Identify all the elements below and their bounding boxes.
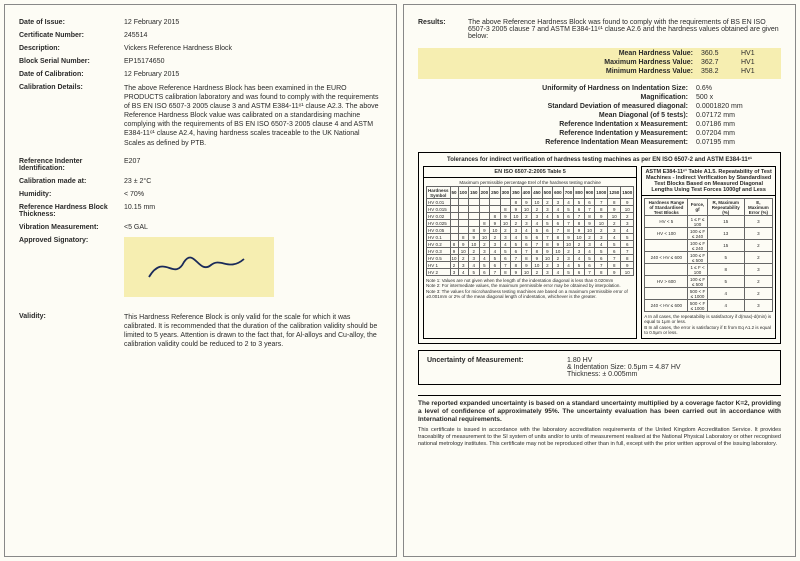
validity-text: This Hardness Reference Block is only va… <box>124 313 382 349</box>
metric-key: Reference Indentation x Measurement: <box>486 121 696 128</box>
field-label: Vibration Measurement: <box>19 224 124 231</box>
field-value: E207 <box>124 158 382 172</box>
field-label: Reference Indenter Identification: <box>19 158 124 172</box>
footer-divider <box>418 395 781 396</box>
hl-val: 360.5 <box>701 50 741 57</box>
metric-val: 0.07204 mm <box>696 130 781 137</box>
field-label: Calibration made at: <box>19 178 124 185</box>
field-value: < 70% <box>124 191 382 198</box>
field-value: 10.15 mm <box>124 204 382 218</box>
metric-val: 0.6% <box>696 85 781 92</box>
metric-key: Mean Diagonal (of 5 tests): <box>486 112 696 119</box>
field-label: Certificate Number: <box>19 32 124 39</box>
highlighted-values-box: Mean Hardness Value:360.5HV1Maximum Hard… <box>418 48 781 79</box>
field-value: EP15174650 <box>124 58 382 65</box>
field-value: <5 GAL <box>124 224 382 231</box>
footer-bold-text: The reported expanded uncertainty is bas… <box>418 400 781 424</box>
uom-line: 1.80 HV <box>567 357 772 364</box>
tolerance-box: Tolerances for indirect verification of … <box>418 152 781 344</box>
hl-unit: HV1 <box>741 50 781 57</box>
iso-table: Hardness Symbol5010015020025030035040045… <box>426 186 634 276</box>
hl-unit: HV1 <box>741 59 781 66</box>
field-label: Reference Hardness Block Thickness: <box>19 204 124 218</box>
hl-val: 358.2 <box>701 68 741 75</box>
metric-key: Standard Deviation of measured diagonal: <box>486 103 696 110</box>
calib-details-text: The above Reference Hardness Block has b… <box>124 84 382 148</box>
field-label: Date of Issue: <box>19 19 124 26</box>
field-value: 12 February 2015 <box>124 19 382 26</box>
certificate-left-page: Date of Issue:12 February 2015Certificat… <box>4 4 397 557</box>
approved-signatory-label: Approved Signatory: <box>19 237 124 307</box>
iso-subheader: Maximum permissible percentage Erel of t… <box>426 180 634 185</box>
calib-details-label: Calibration Details: <box>19 84 124 148</box>
metric-key: Reference Indentation y Measurement: <box>486 130 696 137</box>
hl-unit: HV1 <box>741 68 781 75</box>
metric-val: 500 x <box>696 94 781 101</box>
signature-icon <box>139 247 259 287</box>
astm-note-2: B In all cases, the error is satisfactor… <box>644 325 773 336</box>
metric-val: 0.0001820 mm <box>696 103 781 110</box>
field-label: Description: <box>19 45 124 52</box>
metric-val: 0.07195 mm <box>696 139 781 146</box>
results-text: The above Reference Hardness Block was f… <box>468 19 781 40</box>
validity-label: Validity: <box>19 313 124 349</box>
field-label: Humidity: <box>19 191 124 198</box>
astm-table: Hardness Range of Standardised Test Bloc… <box>644 198 773 312</box>
field-label: Date of Calibration: <box>19 71 124 78</box>
results-label: Results: <box>418 19 468 40</box>
hl-val: 362.7 <box>701 59 741 66</box>
metric-val: 0.07172 mm <box>696 112 781 119</box>
hl-key: Minimum Hardness Value: <box>491 68 701 75</box>
field-label: Block Serial Number: <box>19 58 124 65</box>
footer-small-text: This certificate is issued in accordance… <box>418 427 781 448</box>
astm-header: ASTM E384-11ᵉ¹ Table A1.5. Repeatability… <box>642 167 775 196</box>
certificate-right-page: Results: The above Reference Hardness Bl… <box>403 4 796 557</box>
metric-key: Uniformity of Hardness on Indentation Si… <box>486 85 696 92</box>
uom-line: Thickness: ± 0.005mm <box>567 371 772 378</box>
iso-header: EN ISO 6507-2:2005 Table 5 <box>424 167 636 178</box>
hl-key: Maximum Hardness Value: <box>491 59 701 66</box>
metric-val: 0.07186 mm <box>696 121 781 128</box>
note-2: Note 2: For intermediate values, the max… <box>426 283 634 288</box>
hl-key: Mean Hardness Value: <box>491 50 701 57</box>
field-value: 245514 <box>124 32 382 39</box>
tolerance-title: Tolerances for indirect verification of … <box>423 157 776 163</box>
signature-box <box>124 237 274 297</box>
metric-key: Reference Indentation Mean Measurement: <box>486 139 696 146</box>
astm-note-1: A In all cases, the repeatability is sat… <box>644 314 773 325</box>
field-value: 12 February 2015 <box>124 71 382 78</box>
metric-key: Magnification: <box>486 94 696 101</box>
uom-line: & Indentation Size: 0.5μm = 4.87 HV <box>567 364 772 371</box>
field-value: Vickers Reference Hardness Block <box>124 45 382 52</box>
field-value: 23 ± 2°C <box>124 178 382 185</box>
note-3: Note 3: The values for microhardness tes… <box>426 289 634 300</box>
uom-label: Uncertainty of Measurement: <box>427 357 567 378</box>
uncertainty-box: Uncertainty of Measurement: 1.80 HV& Ind… <box>418 350 781 385</box>
